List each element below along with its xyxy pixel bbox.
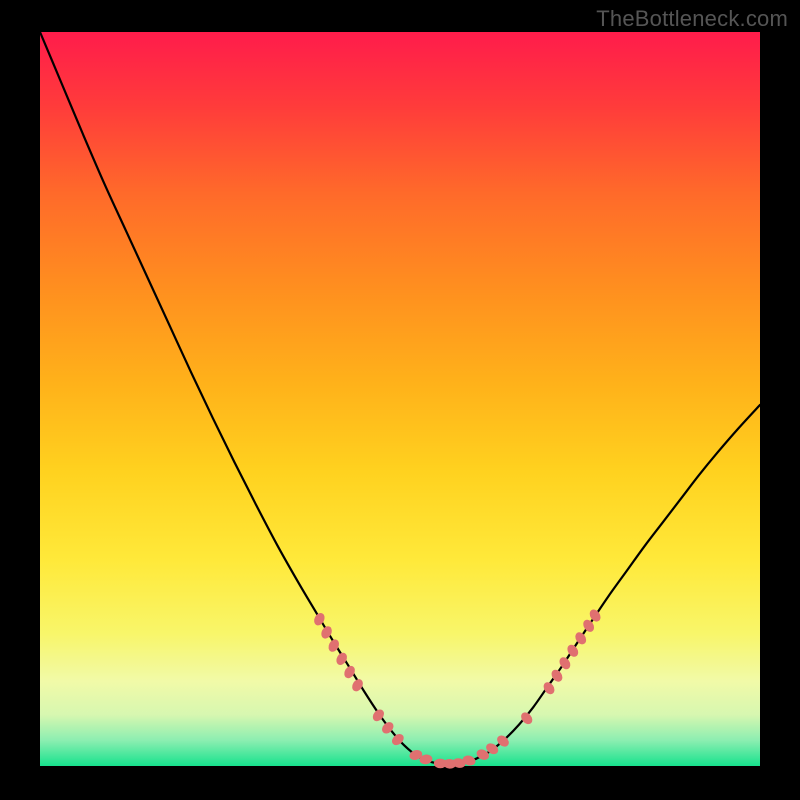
stage: TheBottleneck.com: [0, 0, 800, 800]
bottleneck-chart: [0, 0, 800, 800]
watermark-text: TheBottleneck.com: [596, 6, 788, 32]
chart-plot-bg: [40, 32, 760, 766]
